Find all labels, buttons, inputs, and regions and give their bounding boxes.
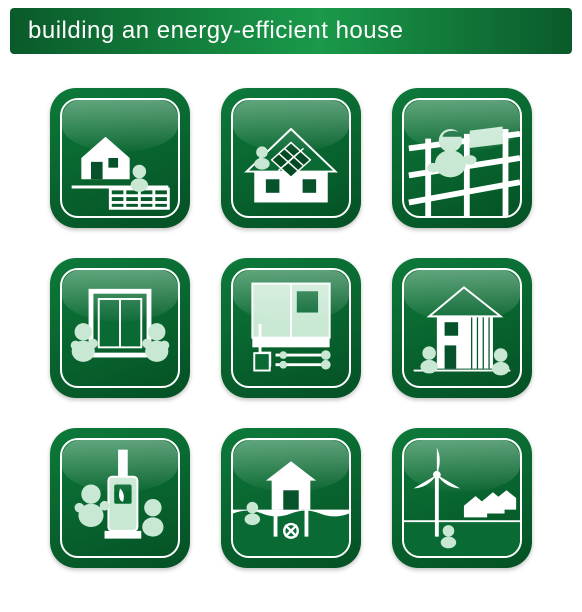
solar-roof-tile — [221, 88, 361, 228]
exterior-icon — [402, 268, 522, 388]
page-title-text: building an energy-efficient house — [28, 17, 403, 45]
hvac-icon — [231, 268, 351, 388]
heat-source-icon — [231, 438, 351, 558]
insulation-tile — [392, 88, 532, 228]
hvac-tile — [221, 258, 361, 398]
stove-icon — [60, 438, 180, 558]
foundation-tile — [50, 88, 190, 228]
windows-icon — [60, 268, 180, 388]
foundation-icon — [60, 98, 180, 218]
exterior-tile — [392, 258, 532, 398]
page-title: building an energy-efficient house — [10, 8, 572, 54]
icon-grid — [0, 54, 582, 588]
wind-turbine-tile — [392, 428, 532, 568]
wind-turbine-icon — [402, 438, 522, 558]
solar-roof-icon — [231, 98, 351, 218]
heat-source-tile — [221, 428, 361, 568]
windows-tile — [50, 258, 190, 398]
insulation-icon — [402, 98, 522, 218]
stove-tile — [50, 428, 190, 568]
